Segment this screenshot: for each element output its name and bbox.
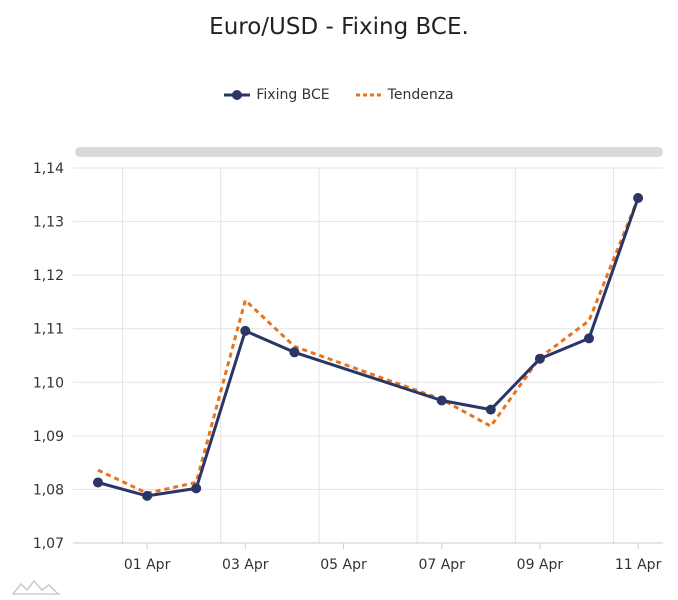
y-tick-label: 1,10	[33, 375, 64, 391]
data-point-fixing-bce[interactable]	[240, 325, 251, 336]
data-point-fixing-bce[interactable]	[93, 477, 103, 488]
y-tick-label: 1,13	[33, 215, 64, 231]
watermark-logo-icon	[12, 579, 60, 595]
legend-label-tendenza: Tendenza	[387, 87, 454, 103]
series-line-fixing-bce	[97, 197, 640, 498]
legend-label-fixing-bce: Fixing BCE	[256, 87, 330, 103]
grid	[73, 167, 663, 544]
y-tick-label: 1,08	[33, 482, 64, 498]
legend-item-tendenza[interactable]: Tendenza	[355, 87, 454, 103]
x-tick-label: 07 Apr	[418, 557, 465, 573]
chart-title: Euro/USD - Fixing BCE.	[209, 14, 469, 40]
series-layer	[93, 193, 644, 501]
y-tick-label: 1,14	[33, 161, 64, 177]
legend-item-fixing-bce[interactable]: Fixing BCE	[224, 87, 330, 103]
data-point-fixing-bce[interactable]	[289, 347, 300, 358]
y-tick-label: 1,07	[33, 536, 64, 552]
chart-scrollbar[interactable]	[75, 147, 663, 157]
legend-marker-tendenza	[355, 93, 382, 97]
x-tick-label: 01 Apr	[124, 557, 171, 573]
data-point-fixing-bce[interactable]	[191, 483, 202, 494]
legend: Fixing BCE Tendenza	[0, 87, 678, 103]
data-point-fixing-bce[interactable]	[142, 490, 153, 501]
axes: 1,07 1,08 1,09 1,10 1,11 1,12 1,13 1,14 01 Apr 03…	[33, 161, 663, 573]
y-tick-label: 1,11	[33, 322, 64, 338]
data-point-fixing-bce[interactable]	[584, 333, 594, 344]
y-tick-label: 1,09	[33, 429, 64, 445]
data-point-fixing-bce[interactable]	[485, 404, 496, 415]
x-tick-label: 05 Apr	[320, 557, 367, 573]
data-point-fixing-bce[interactable]	[633, 193, 644, 203]
data-point-fixing-bce[interactable]	[534, 353, 545, 364]
legend-marker-fixing-bce	[224, 90, 251, 100]
series-line-tendenza	[97, 197, 640, 495]
x-tick-label: 11 Apr	[615, 557, 662, 573]
x-tick-label: 09 Apr	[517, 557, 564, 573]
data-point-fixing-bce[interactable]	[436, 395, 447, 406]
y-tick-label: 1,12	[33, 268, 64, 284]
x-tick-label: 03 Apr	[222, 557, 269, 573]
